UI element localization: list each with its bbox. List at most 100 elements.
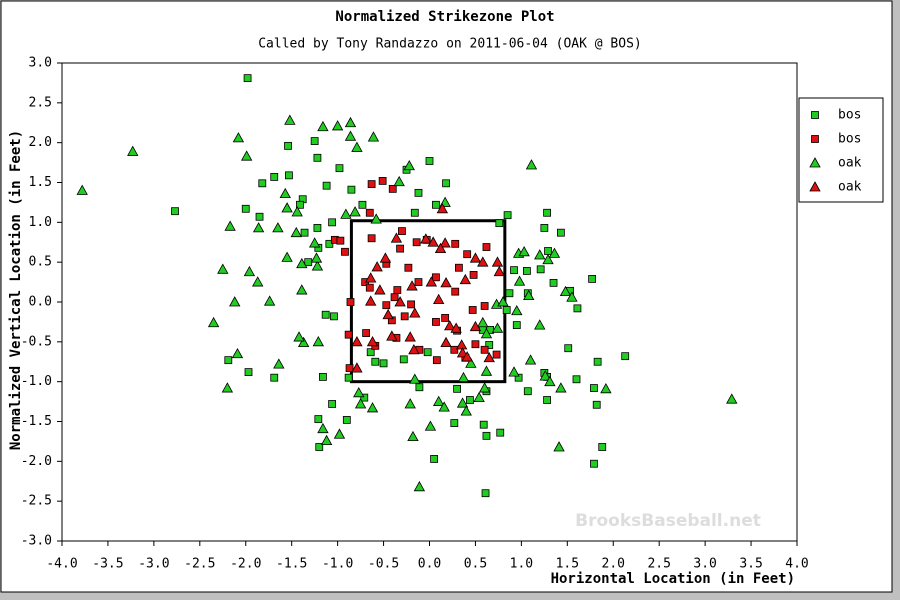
point bbox=[382, 301, 391, 310]
point bbox=[468, 306, 477, 314]
point bbox=[399, 355, 408, 364]
point bbox=[534, 319, 546, 330]
point bbox=[322, 181, 331, 190]
point bbox=[290, 226, 302, 238]
point bbox=[342, 416, 351, 424]
y-tick-label: -1.5 bbox=[21, 414, 52, 429]
y-tick-label: 3.0 bbox=[29, 56, 52, 71]
point bbox=[477, 316, 489, 328]
point bbox=[459, 273, 472, 285]
point bbox=[438, 401, 450, 412]
point bbox=[514, 373, 523, 382]
point bbox=[549, 278, 558, 287]
point bbox=[518, 245, 530, 257]
point bbox=[300, 228, 309, 237]
point bbox=[414, 278, 423, 286]
point bbox=[423, 348, 432, 357]
point bbox=[480, 302, 489, 310]
point bbox=[320, 434, 333, 446]
plot-area bbox=[61, 62, 798, 542]
point bbox=[425, 276, 438, 287]
point bbox=[477, 256, 489, 267]
point bbox=[469, 320, 482, 332]
point bbox=[379, 359, 388, 368]
point bbox=[414, 188, 423, 197]
x-tick-label: 2.5 bbox=[647, 557, 670, 572]
point bbox=[317, 120, 329, 132]
point bbox=[544, 247, 552, 255]
point bbox=[367, 234, 376, 243]
point bbox=[453, 384, 461, 393]
point bbox=[430, 455, 438, 463]
point bbox=[263, 295, 276, 306]
point bbox=[243, 265, 256, 277]
point bbox=[407, 300, 416, 309]
point bbox=[436, 202, 449, 214]
point bbox=[542, 253, 554, 265]
point bbox=[424, 420, 437, 431]
x-tick-label: -3.5 bbox=[92, 557, 123, 572]
point bbox=[379, 252, 392, 263]
point bbox=[478, 382, 491, 393]
point bbox=[485, 341, 494, 349]
x-tick-label: -1.0 bbox=[322, 557, 353, 572]
point bbox=[434, 242, 447, 254]
point bbox=[390, 232, 403, 243]
point bbox=[229, 296, 241, 307]
point bbox=[221, 382, 234, 393]
point bbox=[451, 287, 460, 296]
point bbox=[536, 265, 545, 274]
point bbox=[432, 273, 440, 282]
point bbox=[548, 247, 561, 258]
point bbox=[331, 120, 344, 131]
point bbox=[483, 351, 495, 363]
point bbox=[457, 371, 470, 383]
point bbox=[330, 312, 338, 321]
point bbox=[450, 345, 459, 354]
point bbox=[76, 184, 88, 195]
point bbox=[726, 393, 738, 404]
x-tick-label: 2.0 bbox=[602, 557, 625, 572]
point bbox=[340, 208, 352, 219]
point bbox=[398, 227, 406, 235]
point bbox=[463, 250, 472, 259]
point bbox=[285, 171, 293, 180]
point bbox=[491, 322, 504, 333]
point bbox=[600, 383, 612, 394]
point bbox=[346, 298, 355, 306]
point bbox=[456, 347, 469, 358]
point bbox=[442, 179, 450, 188]
point bbox=[365, 283, 374, 292]
point bbox=[496, 428, 505, 437]
point bbox=[523, 387, 532, 396]
point bbox=[390, 293, 399, 302]
point bbox=[270, 173, 279, 181]
point bbox=[304, 258, 313, 267]
point bbox=[406, 280, 418, 291]
x-axis-title: Horizontal Location (in Feet) bbox=[551, 571, 795, 587]
point bbox=[407, 430, 419, 442]
point bbox=[291, 206, 303, 217]
point bbox=[543, 396, 551, 404]
point bbox=[469, 271, 478, 279]
point bbox=[441, 314, 450, 322]
point bbox=[559, 285, 572, 297]
point bbox=[360, 393, 369, 402]
point bbox=[243, 74, 252, 83]
legend-marker bbox=[811, 111, 819, 119]
point bbox=[413, 481, 426, 492]
point bbox=[513, 275, 526, 286]
x-tick-label: 0.5 bbox=[464, 557, 487, 572]
point bbox=[315, 443, 324, 451]
point bbox=[510, 266, 518, 275]
point bbox=[523, 289, 535, 301]
point bbox=[365, 295, 377, 306]
point bbox=[296, 284, 308, 295]
point bbox=[553, 441, 565, 452]
point bbox=[480, 365, 493, 376]
y-tick-label: 0.5 bbox=[29, 255, 52, 270]
point bbox=[127, 145, 139, 156]
point bbox=[544, 375, 556, 387]
point bbox=[366, 402, 379, 413]
